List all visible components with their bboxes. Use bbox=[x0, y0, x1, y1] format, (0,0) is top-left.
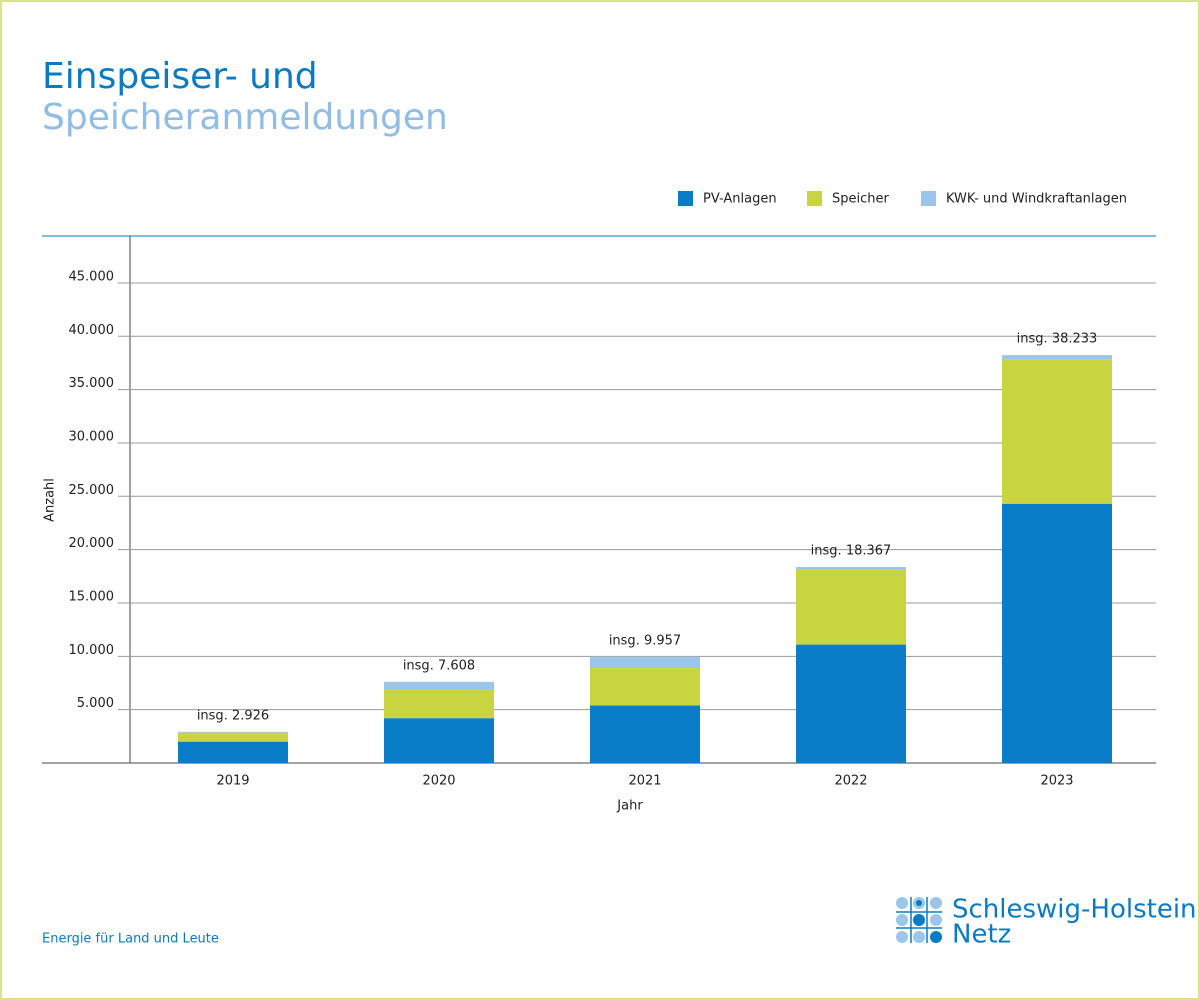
legend-swatch bbox=[921, 191, 936, 206]
legend-swatch bbox=[678, 191, 693, 206]
y-tick-label: 40.000 bbox=[69, 323, 115, 338]
bar-segment bbox=[1002, 359, 1112, 504]
legend-swatch bbox=[807, 191, 822, 206]
total-label: insg. 7.608 bbox=[403, 658, 475, 673]
x-tick-label: 2020 bbox=[422, 774, 455, 789]
legend-label: Speicher bbox=[832, 192, 889, 207]
total-label: insg. 38.233 bbox=[1017, 332, 1098, 347]
x-tick-label: 2021 bbox=[628, 774, 661, 789]
bar-segment bbox=[384, 718, 494, 763]
legend-label: KWK- und Windkraftanlagen bbox=[946, 192, 1127, 207]
logo-text-2: Netz bbox=[952, 920, 1011, 950]
bar-segment bbox=[590, 705, 700, 763]
bar-segment bbox=[384, 681, 494, 690]
y-tick-label: 25.000 bbox=[69, 483, 115, 498]
y-tick-label: 20.000 bbox=[69, 536, 115, 551]
bar-segment bbox=[796, 644, 906, 763]
x-tick-label: 2022 bbox=[834, 774, 867, 789]
logo-icon bbox=[896, 897, 942, 943]
bar-segment bbox=[796, 569, 906, 645]
y-axis-title: Anzahl bbox=[43, 478, 58, 522]
y-tick-label: 5.000 bbox=[77, 696, 114, 711]
y-tick-label: 15.000 bbox=[69, 589, 115, 604]
y-tick-label: 45.000 bbox=[69, 269, 115, 284]
tagline: Energie für Land und Leute bbox=[42, 932, 219, 947]
x-tick-label: 2019 bbox=[216, 774, 249, 789]
bar-segment bbox=[796, 567, 906, 570]
bar-segment bbox=[178, 732, 288, 742]
bar-segment bbox=[1002, 503, 1112, 763]
y-tick-label: 30.000 bbox=[69, 429, 115, 444]
bar-segment bbox=[1002, 355, 1112, 360]
title-line-2: Speicheranmeldungen bbox=[42, 97, 448, 138]
x-tick-label: 2023 bbox=[1040, 774, 1073, 789]
total-label: insg. 18.367 bbox=[811, 544, 892, 559]
bar-segment bbox=[178, 741, 288, 763]
total-label: insg. 9.957 bbox=[609, 633, 681, 648]
bar-segment bbox=[178, 731, 288, 733]
title-line-1: Einspeiser- und bbox=[42, 56, 318, 97]
bar-segment bbox=[590, 668, 700, 706]
y-tick-label: 35.000 bbox=[69, 376, 115, 391]
logo-text-1: Schleswig-Holstein bbox=[952, 895, 1197, 925]
x-axis-title: Jahr bbox=[616, 799, 643, 814]
legend-label: PV-Anlagen bbox=[703, 192, 777, 207]
y-tick-label: 10.000 bbox=[69, 643, 115, 658]
total-label: insg. 2.926 bbox=[197, 708, 269, 723]
bar-segment bbox=[384, 689, 494, 719]
bar-segment bbox=[590, 656, 700, 669]
